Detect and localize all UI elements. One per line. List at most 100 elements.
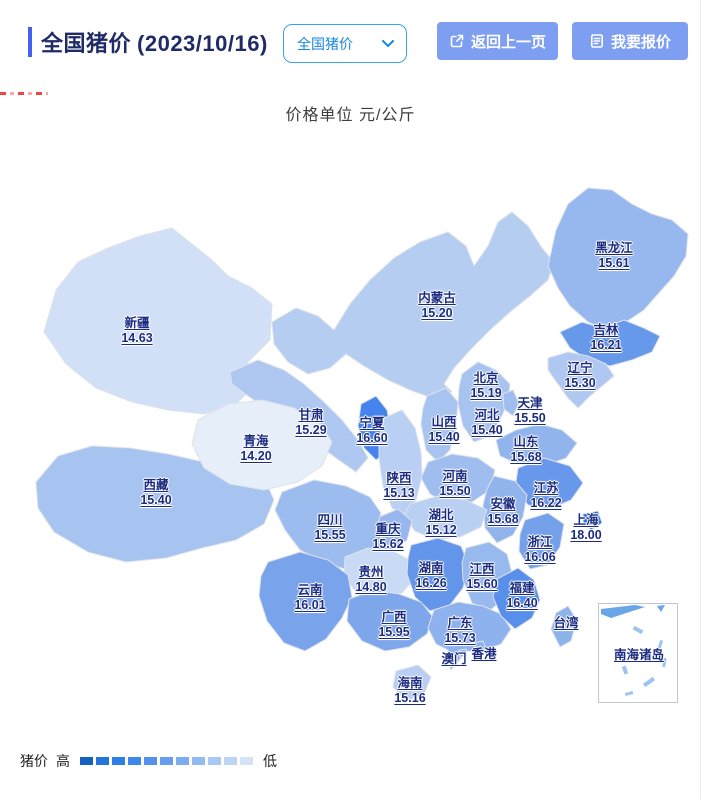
province-name[interactable]: 宁夏 (359, 416, 385, 430)
province-shape-aomen[interactable] (458, 648, 468, 658)
province-shape-hebei[interactable] (457, 361, 511, 443)
province-name[interactable]: 吉林 (593, 323, 619, 337)
province-name[interactable]: 山东 (513, 435, 539, 449)
province-name[interactable]: 新疆 (124, 316, 150, 330)
province-shape-yunnan[interactable] (258, 551, 353, 652)
province-label-hubei[interactable]: 湖北 15.12 (425, 508, 456, 538)
province-price[interactable]: 15.29 (295, 423, 327, 437)
province-label-ningxia[interactable]: 宁夏 16.60 (356, 416, 387, 446)
province-label-shanghai[interactable]: 上海 18.00 (570, 513, 601, 543)
province-label-taiwan[interactable]: 台湾 (553, 616, 578, 631)
province-label-sichuan[interactable]: 四川 15.55 (314, 513, 345, 543)
province-price[interactable]: 15.95 (378, 625, 410, 639)
province-name[interactable]: 四川 (317, 513, 343, 527)
province-price[interactable]: 18.00 (570, 528, 602, 542)
province-price[interactable]: 15.68 (487, 512, 519, 526)
province-name[interactable]: 湖南 (418, 561, 444, 575)
province-label-anhui[interactable]: 安徽 15.68 (487, 497, 518, 527)
province-name[interactable]: 辽宁 (567, 361, 593, 375)
province-name[interactable]: 北京 (473, 371, 499, 385)
province-shape-taiwan[interactable] (550, 605, 578, 648)
province-label-xizang[interactable]: 西藏 15.40 (140, 478, 171, 508)
province-price[interactable]: 14.63 (121, 331, 153, 345)
province-label-henan[interactable]: 河南 15.50 (439, 469, 470, 499)
province-shape-heilongjiang[interactable] (547, 187, 689, 331)
province-name[interactable]: 海南 (397, 676, 423, 690)
region-select[interactable]: 全国猪价 (283, 24, 407, 63)
province-price[interactable]: 15.73 (444, 631, 476, 645)
province-label-hebei[interactable]: 河北 15.40 (471, 408, 502, 438)
province-price[interactable]: 15.60 (466, 577, 498, 591)
province-shape-zhejiang[interactable] (518, 512, 565, 570)
province-price[interactable]: 15.30 (564, 376, 596, 390)
province-label-zhejiang[interactable]: 浙江 16.06 (524, 535, 555, 565)
province-label-heilongjiang[interactable]: 黑龙江 15.61 (595, 241, 633, 271)
province-label-shanxi[interactable]: 山西 15.40 (428, 415, 459, 445)
province-label-shandong[interactable]: 山东 15.68 (510, 435, 541, 465)
province-shape-liaoning[interactable] (547, 351, 615, 409)
province-label-xianggang[interactable]: 香港 (471, 647, 496, 662)
province-price[interactable]: 16.26 (415, 576, 447, 590)
province-name[interactable]: 青海 (243, 434, 269, 448)
province-shape-xinjiang[interactable] (43, 227, 273, 415)
province-label-jilin[interactable]: 吉林 16.21 (590, 323, 621, 353)
province-name[interactable]: 江苏 (533, 481, 559, 495)
province-price[interactable]: 15.20 (421, 306, 453, 320)
quote-button[interactable]: 我要报价 (572, 22, 688, 60)
province-shape-hainan[interactable] (392, 664, 432, 702)
province-name[interactable]: 黑龙江 (595, 241, 633, 255)
province-shape-henan[interactable] (420, 453, 496, 505)
province-shape-fujian[interactable] (492, 567, 541, 630)
province-price[interactable]: 15.40 (428, 430, 460, 444)
province-name[interactable]: 安徽 (490, 497, 516, 511)
province-name[interactable]: 重庆 (375, 522, 401, 536)
province-name[interactable]: 福建 (509, 581, 535, 595)
province-name[interactable]: 湖北 (428, 508, 454, 522)
province-label-hainan[interactable]: 海南 15.16 (394, 676, 425, 706)
province-label-xinjiang[interactable]: 新疆 14.63 (121, 316, 152, 346)
province-price[interactable]: 15.55 (314, 528, 346, 542)
province-price[interactable]: 15.50 (514, 411, 546, 425)
province-price[interactable]: 16.22 (530, 496, 562, 510)
province-label-yunnan[interactable]: 云南 16.01 (294, 583, 325, 613)
province-label-chongqing[interactable]: 重庆 15.62 (372, 522, 403, 552)
province-label-liaoning[interactable]: 辽宁 15.30 (564, 361, 595, 391)
province-name[interactable]: 西藏 (143, 478, 169, 492)
province-shape-guizhou[interactable] (343, 547, 416, 600)
province-label-guizhou[interactable]: 贵州 14.80 (355, 565, 386, 595)
province-name[interactable]: 河南 (442, 469, 468, 483)
province-label-jiangxi[interactable]: 江西 15.60 (466, 562, 497, 592)
province-label-shaanxi[interactable]: 陕西 15.13 (383, 471, 414, 501)
province-name[interactable]: 内蒙古 (418, 291, 456, 305)
province-price[interactable]: 16.60 (356, 431, 388, 445)
province-shape-shanxi[interactable] (420, 387, 459, 463)
province-shape-xianggang[interactable] (473, 640, 487, 653)
province-price[interactable]: 15.61 (598, 256, 630, 270)
province-label-qinghai[interactable]: 青海 14.20 (240, 434, 271, 464)
province-price[interactable]: 16.01 (294, 598, 326, 612)
province-label-guangdong[interactable]: 广东 15.73 (444, 616, 475, 646)
province-shape-anhui[interactable] (482, 475, 528, 544)
province-name[interactable]: 贵州 (358, 565, 384, 579)
province-price[interactable]: 14.80 (355, 580, 387, 594)
province-name[interactable]: 云南 (297, 583, 323, 597)
province-price[interactable]: 16.40 (506, 596, 538, 610)
province-label-fujian[interactable]: 福建 16.40 (506, 581, 537, 611)
province-name[interactable]: 甘肃 (298, 408, 324, 422)
province-label-aomen[interactable]: 澳门 (441, 652, 466, 667)
province-label-gansu[interactable]: 甘肃 15.29 (295, 408, 326, 438)
province-shape-shanghai[interactable] (582, 510, 603, 531)
province-price[interactable]: 15.50 (439, 484, 471, 498)
province-name[interactable]: 香港 (471, 647, 497, 661)
province-price[interactable]: 15.68 (510, 450, 542, 464)
province-name[interactable]: 陕西 (386, 471, 412, 485)
province-shape-beijing[interactable] (475, 375, 496, 396)
province-shape-guangxi[interactable] (346, 589, 434, 652)
province-name[interactable]: 天津 (517, 396, 543, 410)
province-name[interactable]: 江西 (469, 562, 495, 576)
province-name[interactable]: 上海 (573, 513, 599, 527)
province-price[interactable]: 15.19 (470, 386, 502, 400)
province-price[interactable]: 15.62 (372, 537, 404, 551)
province-shape-tianjin[interactable] (502, 389, 520, 417)
province-name[interactable]: 山西 (431, 415, 457, 429)
